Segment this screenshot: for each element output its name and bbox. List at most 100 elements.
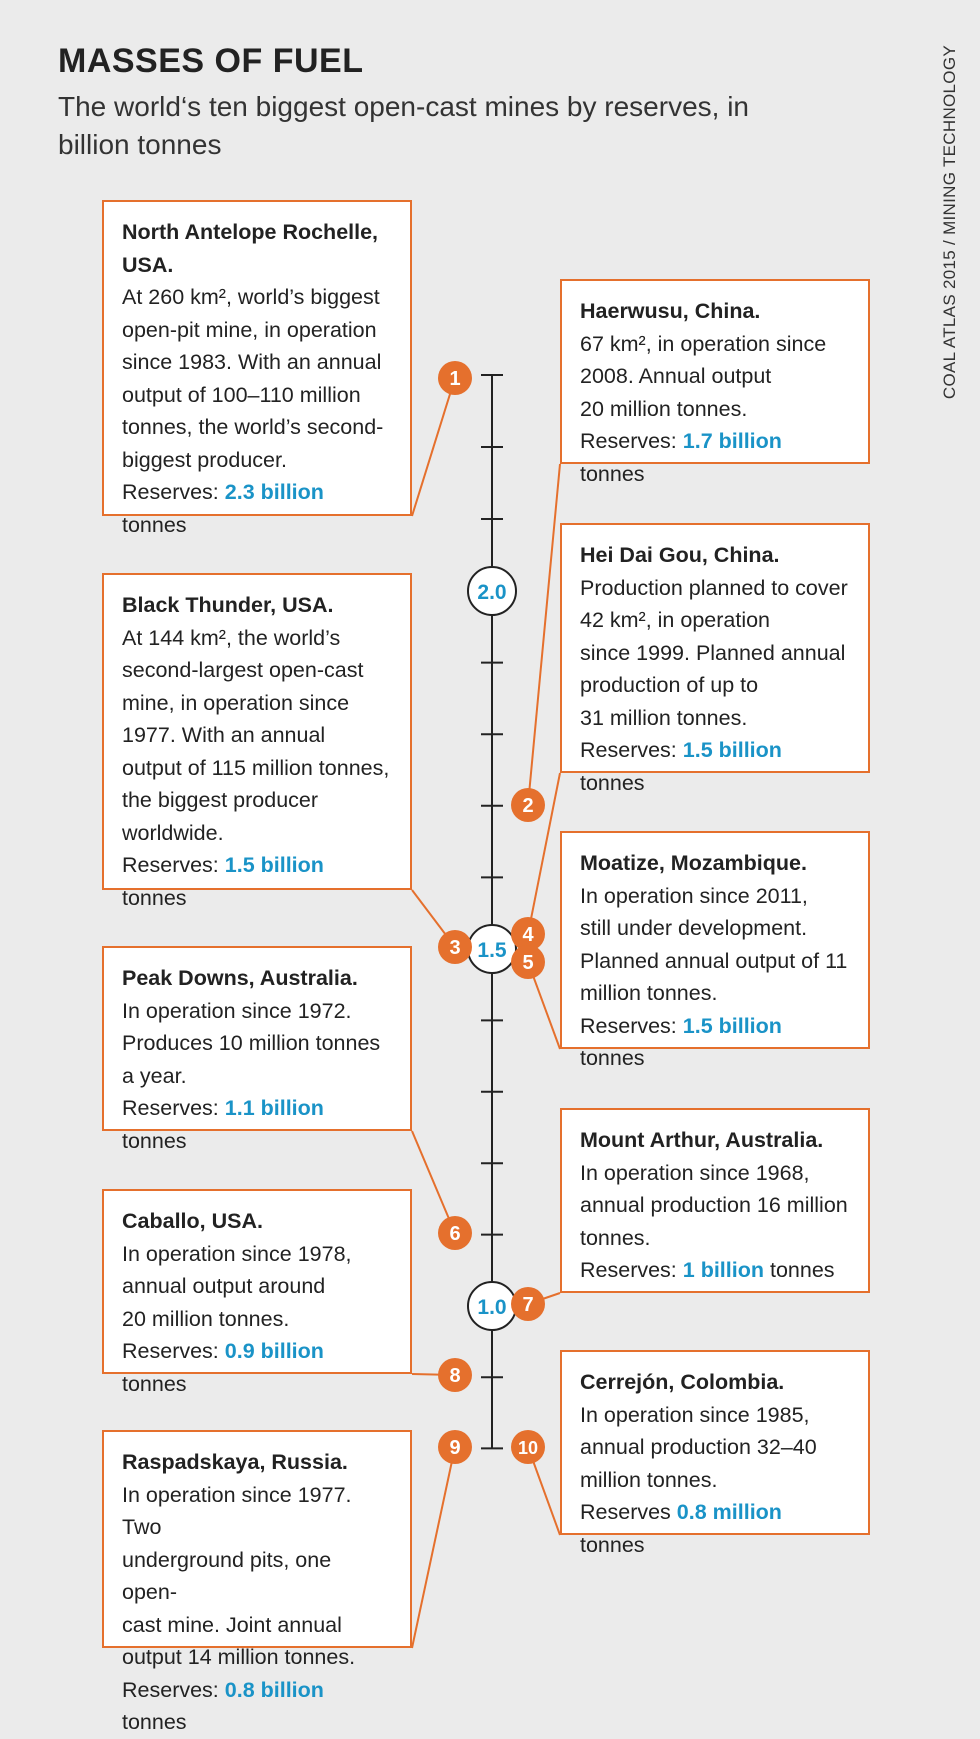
rank-label-10: 10 — [518, 1438, 538, 1458]
axis-label-circle — [467, 566, 517, 616]
reserves-suffix: tonnes — [580, 461, 645, 486]
mine-name: Black Thunder, USA. — [122, 593, 334, 617]
reserves-suffix: tonnes — [580, 770, 645, 795]
mine-description: In operation since 1978, annual output a… — [122, 1241, 352, 1331]
mine-reserves: Reserves: 1.5 billion tonnes — [580, 1010, 850, 1075]
mine-reserves: Reserves: 1.5 billion tonnes — [580, 734, 850, 799]
reserves-value: 1 billion — [682, 1258, 764, 1282]
reserves-value: 0.9 billion — [224, 1339, 324, 1363]
reserves-prefix: Reserves: — [122, 480, 225, 504]
reserves-value: 1.5 billion — [682, 738, 782, 762]
rank-marker-8 — [438, 1358, 472, 1392]
rank-marker-10 — [511, 1430, 545, 1464]
chart-title: MASSES OF FUEL — [58, 42, 364, 80]
reserves-value: 0.8 million — [676, 1500, 782, 1524]
mine-box-9: Raspadskaya, Russia. In operation since 1… — [102, 1430, 412, 1734]
rank-marker-4 — [511, 917, 545, 951]
reserves-suffix: tonnes — [122, 1128, 187, 1153]
rank-marker-9 — [438, 1430, 472, 1464]
reserves-suffix: tonnes — [122, 1371, 187, 1396]
connector-line-6 — [411, 1130, 456, 1234]
mine-box-6: Peak Downs, Australia. In operation since… — [102, 946, 412, 1153]
connector-line-1 — [411, 377, 456, 517]
axis-tick-label: 2.0 — [477, 581, 506, 604]
mine-name: Peak Downs, Australia. — [122, 966, 358, 990]
mine-name: Moatize, Mozambique. — [580, 851, 807, 875]
mine-reserves: Reserves: 0.9 billion tonnes — [122, 1335, 392, 1400]
reserves-suffix: tonnes — [580, 1532, 645, 1557]
axis-tick-label: 1.5 — [477, 939, 507, 962]
rank-label-5: 5 — [522, 952, 533, 974]
rank-marker-1 — [438, 361, 472, 395]
connector-line-2 — [527, 463, 561, 806]
mine-description: At 260 km², world’s biggest open-pit min… — [122, 285, 384, 472]
mine-box-5: Moatize, Mozambique. In operation since 2… — [560, 831, 870, 1070]
reserves-suffix: tonnes — [122, 512, 187, 537]
mine-name: Haerwusu, China. — [580, 299, 761, 323]
mine-reserves: Reserves: 0.8 billion tonnes — [122, 1674, 392, 1739]
reserves-value: 1.1 billion — [224, 1096, 324, 1120]
reserves-prefix: Reserves: — [122, 853, 225, 877]
reserves-prefix: Reserves: — [580, 429, 683, 453]
mine-reserves: Reserves: 1 billion tonnes — [580, 1254, 850, 1287]
reserves-prefix: Reserves: — [122, 1339, 225, 1363]
reserves-value: 1.5 billion — [224, 853, 324, 877]
mine-description: In operation since 1972. Produces 10 mil… — [122, 998, 381, 1088]
mine-box-4: Hei Dai Gou, China. Production planned to… — [560, 523, 870, 795]
reserves-value: 1.5 billion — [682, 1013, 782, 1038]
mine-name: Hei Dai Gou, China. — [580, 543, 780, 567]
mine-box-10: Cerrejón, Colombia. In operation since 19… — [560, 1350, 870, 1557]
chart-subtitle: The world‘s ten biggest open-cast mines … — [58, 91, 749, 160]
reserves-suffix: tonnes — [122, 1710, 187, 1734]
rank-label-2: 2 — [522, 795, 533, 817]
reserves-value: 0.8 billion — [224, 1677, 324, 1702]
axis-tick-label: 1.0 — [477, 1296, 506, 1319]
mine-box-1: North Antelope Rochelle, USA. At 260 km²,… — [102, 200, 412, 537]
rank-label-6: 6 — [449, 1223, 460, 1245]
mine-box-8: Caballo, USA. In operation since 1978, an… — [102, 1189, 412, 1396]
reserves-suffix: tonnes — [764, 1258, 835, 1282]
rank-label-1: 1 — [449, 368, 460, 390]
mine-box-7: Mount Arthur, Australia. In operation sin… — [560, 1108, 870, 1293]
reserves-value: 1.7 billion — [682, 429, 782, 453]
rank-marker-5 — [511, 945, 545, 979]
mine-reserves: Reserves: 1.7 billion tonnes — [580, 425, 850, 490]
rank-label-4: 4 — [522, 924, 534, 946]
mine-description: In operation since 1968, annual producti… — [580, 1160, 848, 1250]
rank-marker-3 — [438, 930, 472, 964]
reserves-prefix: Reserves: — [122, 1677, 225, 1702]
reserves-suffix: tonnes — [580, 1046, 645, 1070]
mine-reserves: Reserves: 1.5 billion tonnes — [122, 849, 392, 914]
rank-label-3: 3 — [449, 937, 460, 959]
mine-name: Mount Arthur, Australia. — [580, 1128, 824, 1152]
mine-box-3: Black Thunder, USA. At 144 km², the world… — [102, 573, 412, 910]
connector-line-4 — [527, 772, 561, 935]
reserves-suffix: tonnes — [122, 885, 187, 910]
mine-description: In operation since 1985, annual producti… — [580, 1402, 817, 1492]
reserves-prefix: Reserves — [580, 1500, 677, 1524]
rank-label-9: 9 — [449, 1437, 460, 1459]
reserves-prefix: Reserves: — [580, 1258, 683, 1282]
mine-reserves: Reserves: 1.1 billion tonnes — [122, 1092, 392, 1157]
mine-name: Cerrejón, Colombia. — [580, 1370, 785, 1394]
mine-description: 67 km², in operation since 2008. Annual … — [580, 331, 827, 421]
mine-description: In operation since 2011, still under dev… — [580, 883, 848, 1006]
mine-description: Production planned to cover 42 km², in o… — [580, 575, 848, 730]
mine-box-2: Haerwusu, China. 67 km², in operation sin… — [560, 279, 870, 486]
reserves-prefix: Reserves: — [122, 1096, 225, 1120]
rank-label-7: 7 — [522, 1294, 533, 1316]
connector-line-9 — [411, 1446, 456, 1649]
rank-marker-7 — [511, 1287, 545, 1321]
mine-reserves: Reserves 0.8 million tonnes — [580, 1496, 850, 1561]
mine-name: North Antelope Rochelle, USA. — [122, 220, 379, 277]
reserves-value: 2.3 billion — [224, 480, 324, 504]
mine-reserves: Reserves: 2.3 billion tonnes — [122, 476, 392, 541]
rank-marker-6 — [438, 1216, 472, 1250]
rank-label-8: 8 — [449, 1365, 460, 1387]
mine-description: At 144 km², the world’s second-largest o… — [122, 625, 390, 845]
mine-name: Caballo, USA. — [122, 1209, 263, 1233]
rank-marker-2 — [511, 788, 545, 822]
reserves-prefix: Reserves: — [580, 738, 683, 762]
reserves-prefix: Reserves: — [580, 1013, 683, 1038]
